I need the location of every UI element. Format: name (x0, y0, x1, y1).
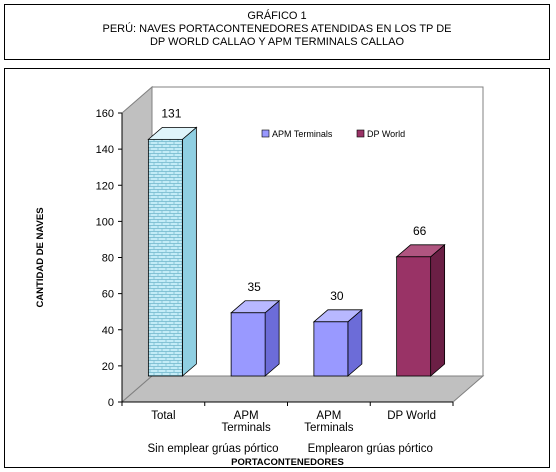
x-tick-label: Total (151, 410, 175, 422)
bar-side (181, 126, 197, 377)
bar-side (264, 299, 280, 377)
legend-swatch (356, 129, 365, 138)
y-tick-label: 140 (96, 144, 114, 156)
group-label: Emplearon grúas pórtico (308, 443, 433, 455)
x-tick-label: APM (234, 410, 259, 422)
y-tick-label: 80 (102, 253, 114, 265)
plot-side-wall (121, 85, 153, 404)
bar (147, 138, 183, 377)
group-label: Sin emplear grúas pórtico (148, 443, 279, 455)
y-tick-label: 60 (102, 289, 114, 301)
y-tick-label: 0 (108, 397, 114, 409)
chart-frame (4, 68, 550, 468)
bar (396, 256, 432, 377)
chart-title-box: GRÁFICO 1 PERÚ: NAVES PORTACONTENEDORES … (4, 4, 550, 60)
data-label: 66 (413, 224, 427, 238)
bar (313, 321, 349, 377)
y-tick-label: 160 (96, 108, 114, 120)
bar-side (430, 243, 446, 377)
y-tick-label: 20 (102, 361, 114, 373)
x-tick-label: DP World (387, 410, 436, 422)
y-tick-label: 120 (96, 180, 114, 192)
chart-title-line3: DP WORLD CALLAO Y APM TERMINALS CALLAO (149, 36, 405, 48)
y-tick-label: 40 (102, 325, 114, 337)
x-tick-label: Terminals (222, 422, 271, 434)
y-tick-label: 100 (96, 216, 114, 228)
chart-title-line1: GRÁFICO 1 (247, 10, 307, 22)
x-tick-label: APM (316, 410, 341, 422)
legend-entry: APM Terminals (272, 129, 333, 139)
plot-floor (120, 375, 485, 403)
data-label: 131 (161, 106, 181, 120)
data-label: 35 (247, 280, 261, 294)
x-axis-title: PORTACONTENEDORES (231, 457, 344, 468)
x-tick-label: Terminals (304, 422, 353, 434)
bar (230, 312, 266, 377)
legend-entry: DP World (367, 129, 405, 139)
legend-swatch (261, 129, 270, 138)
y-axis-title: CANTIDAD DE NAVES (35, 207, 46, 307)
chart-title-line2: PERÚ: NAVES PORTACONTENEDORES ATENDIDAS … (102, 23, 452, 35)
data-label: 30 (330, 289, 344, 303)
